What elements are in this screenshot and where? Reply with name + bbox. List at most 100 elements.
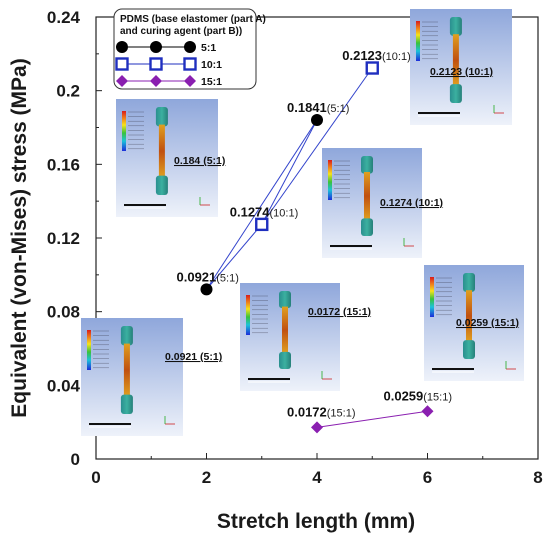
inset-panel: 0.0921 (5:1) (81, 318, 222, 436)
specimen-neck (282, 306, 288, 354)
point-value: 0.0259 (384, 388, 424, 403)
inset-panel: 0.0172 (15:1) (240, 283, 371, 391)
inset-panel: 0.184 (5:1) (116, 99, 225, 217)
x-tick-labels: 0 2 4 6 8 (91, 468, 542, 487)
x-tick-label: 2 (202, 468, 211, 487)
legend-marker (150, 75, 162, 87)
y-tick-label: 0.04 (47, 376, 81, 395)
series-line (206, 119, 318, 290)
point-ratio: (5:1) (216, 272, 239, 284)
point-value: 0.1274 (230, 204, 271, 219)
legend-title-line2: and curing agent (part B)) (120, 26, 242, 37)
y-axis-title: Equivalent (von-Mises) stress (MPa) (8, 58, 31, 417)
data-point-marker (421, 405, 434, 418)
legend-marker (184, 41, 196, 53)
inset-color-scale (328, 160, 332, 200)
x-axis-title: Stretch length (mm) (217, 510, 415, 533)
point-value: 0.2123 (342, 48, 382, 63)
point-label: 0.1841(5:1) (287, 100, 349, 115)
inset-color-scale (246, 295, 250, 335)
inset-caption: 0.2123 (10:1) (430, 66, 493, 78)
inset-panel: 0.0259 (15:1) (424, 265, 524, 381)
inset-caption: 0.1274 (10:1) (380, 197, 443, 209)
specimen-top-grip (463, 273, 475, 292)
data-point-marker (311, 421, 323, 434)
inset-color-scale (430, 277, 434, 317)
x-tick-label: 6 (423, 468, 432, 487)
data-point-marker (200, 283, 213, 296)
point-labels: 0.0921(5:1)0.1841(5:1)0.1274(10:1)0.2123… (177, 48, 453, 419)
inset-panel: 0.2123 (10:1) (410, 9, 512, 125)
inset-caption: 0.184 (5:1) (174, 155, 225, 167)
legend-marker (115, 57, 129, 71)
point-label: 0.1274(10:1) (230, 204, 299, 219)
specimen-top-grip (155, 107, 168, 127)
y-tick-label: 0 (71, 450, 80, 469)
specimen-top-grip (361, 156, 373, 174)
series-line (316, 410, 428, 428)
point-label: 0.0259(15:1) (384, 388, 453, 403)
inset-color-scale (87, 330, 91, 370)
legend-label: 15:1 (201, 76, 222, 88)
series-connector-line (206, 224, 263, 290)
inset-caption: 0.0172 (15:1) (308, 306, 371, 318)
legend-marker (184, 75, 196, 87)
specimen-neck (158, 124, 165, 178)
y-tick-label: 0.08 (47, 303, 80, 322)
specimen-bottom-grip (463, 340, 475, 359)
data-point-marker (255, 217, 269, 232)
y-tick-label: 0.2 (56, 82, 80, 101)
data-point-marker (311, 113, 323, 126)
point-ratio: (15:1) (327, 407, 356, 419)
y-tick-label: 0.16 (47, 155, 80, 174)
specimen-bottom-grip (361, 218, 373, 236)
point-value: 0.0172 (287, 404, 327, 419)
legend-marker (116, 75, 128, 87)
legend-marker (149, 57, 163, 71)
legend-marker (183, 57, 197, 71)
x-tick-label: 0 (91, 468, 100, 487)
legend: PDMS (base elastomer (part A) and curing… (113, 8, 266, 90)
point-ratio: (5:1) (327, 103, 350, 115)
specimen-top-grip (120, 326, 133, 346)
specimen-bottom-grip (279, 351, 291, 369)
inset-caption: 0.0921 (5:1) (165, 351, 222, 363)
point-label: 0.0921(5:1) (177, 269, 239, 284)
y-tick-label: 0.12 (47, 229, 80, 248)
point-value: 0.1841 (287, 100, 327, 115)
legend-title-line1: PDMS (base elastomer (part A) (120, 14, 266, 25)
specimen-neck (364, 172, 370, 220)
point-ratio: (10:1) (382, 51, 411, 63)
data-series (200, 61, 434, 434)
specimen-neck (466, 290, 472, 342)
point-label: 0.0172(15:1) (287, 404, 356, 419)
inset-color-scale (416, 21, 420, 61)
inset-panel: 0.1274 (10:1) (322, 148, 443, 258)
simulation-insets: 0.184 (5:1)0.2123 (10:1)0.1274 (10:1)0.0… (81, 9, 524, 436)
point-ratio: (15:1) (423, 391, 452, 403)
specimen-bottom-grip (449, 84, 462, 103)
x-tick-label: 8 (533, 468, 542, 487)
x-tick-label: 4 (312, 468, 322, 487)
data-point-marker (365, 61, 379, 75)
inset-color-scale (122, 111, 126, 151)
specimen-neck (452, 34, 459, 86)
specimen-neck (123, 343, 130, 397)
plot-axes (95, 16, 539, 460)
legend-marker (116, 41, 128, 53)
point-ratio: (10:1) (270, 207, 299, 219)
point-value: 0.0921 (177, 269, 217, 284)
series-line (261, 67, 373, 225)
series-connector-line (261, 119, 318, 225)
specimen-top-grip (279, 291, 291, 309)
specimen-top-grip (449, 17, 462, 36)
point-label: 0.2123(10:1) (342, 48, 411, 63)
legend-marker (150, 41, 162, 53)
legend-label: 5:1 (201, 42, 216, 54)
specimen-bottom-grip (120, 394, 133, 414)
y-tick-labels: 0 0.04 0.08 0.12 0.16 0.2 0.24 (47, 8, 81, 469)
specimen-bottom-grip (155, 175, 168, 195)
y-tick-label: 0.24 (47, 8, 81, 27)
legend-label: 10:1 (201, 59, 222, 71)
